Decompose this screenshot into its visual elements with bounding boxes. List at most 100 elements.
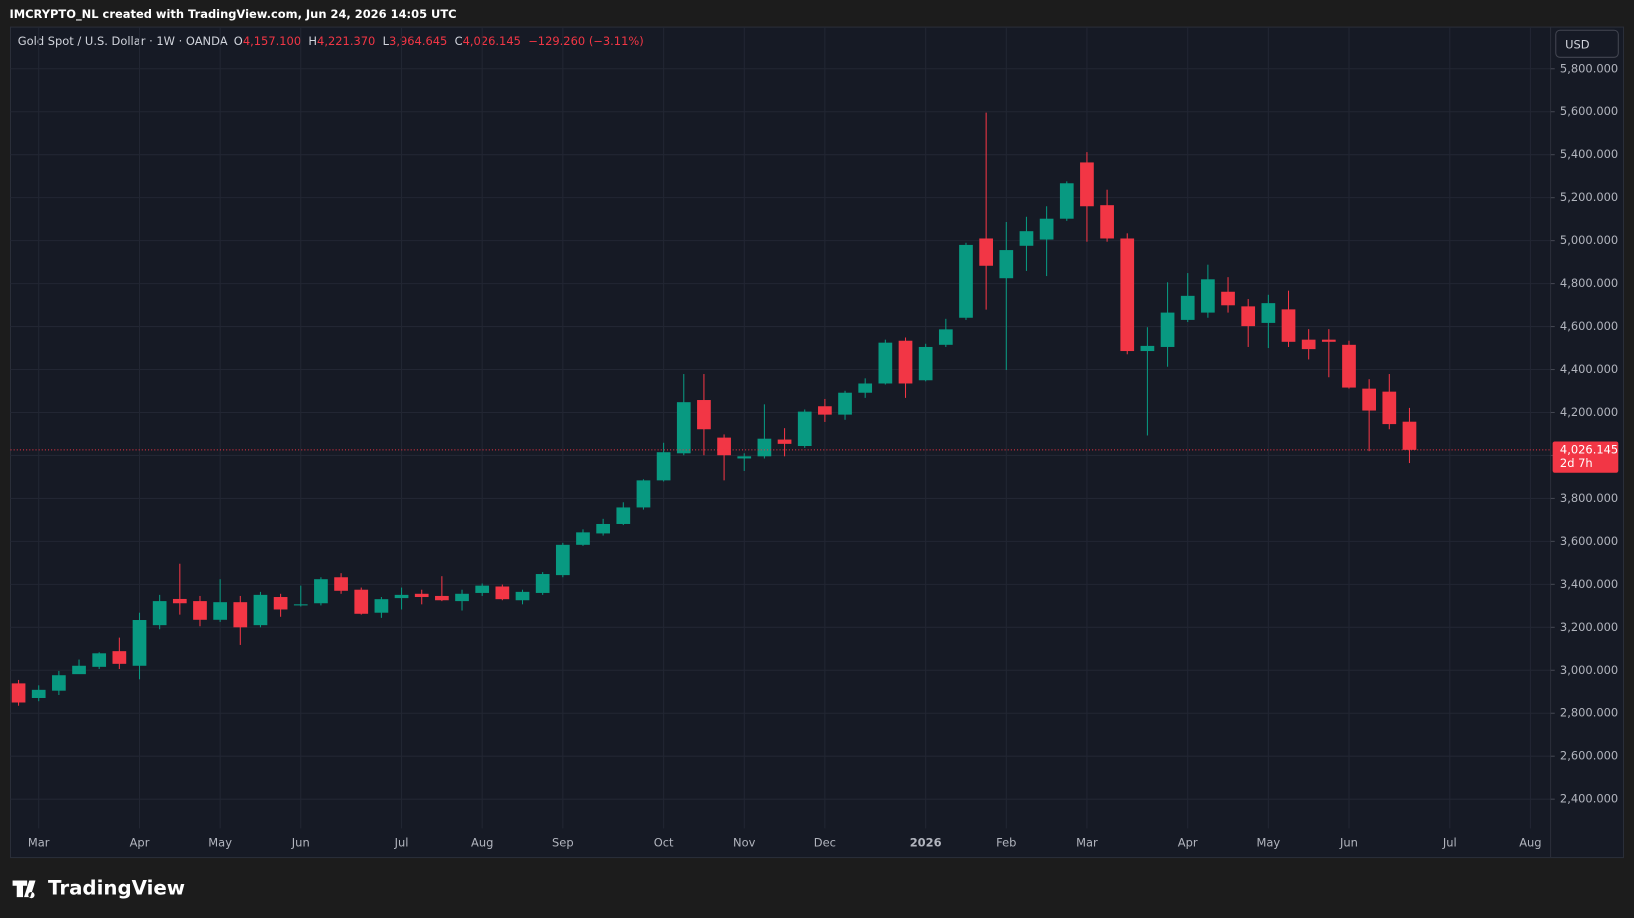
candle-body <box>1080 162 1094 207</box>
candle-body <box>31 689 46 698</box>
candle-body <box>1241 306 1256 327</box>
candle-body <box>878 342 893 384</box>
countdown: 2d 7h <box>1560 456 1593 470</box>
candle-body <box>1160 312 1175 347</box>
x-tick-label: Jun <box>1339 835 1358 849</box>
x-tick-label: Apr <box>1178 835 1198 849</box>
candle-body <box>293 604 308 606</box>
legend-value: 4,157.100 <box>243 34 301 48</box>
candle-body <box>596 523 610 534</box>
legend-change: −129.260 (−3.11%) <box>528 34 644 48</box>
legend-key: C <box>455 34 463 48</box>
candle-body <box>1039 218 1054 240</box>
candle-body <box>576 532 590 545</box>
candle-body <box>193 601 207 620</box>
candle-body <box>435 595 449 601</box>
legend-value: 3,964.645 <box>389 34 447 48</box>
candle-body <box>132 620 147 666</box>
candle-body <box>334 577 348 591</box>
candle-body <box>676 402 691 454</box>
y-tick-label: 4,200.000 <box>1560 405 1618 419</box>
x-tick-label: Aug <box>1519 835 1541 849</box>
ohlc-legend: O 4,157.100 H 4,221.370 L 3,964.645 C 4,026.145… <box>234 34 644 48</box>
candle-body <box>1402 421 1417 450</box>
x-tick-label: Sep <box>552 835 574 849</box>
candle-body <box>858 383 873 393</box>
candle-body <box>959 244 973 318</box>
candle-body <box>1140 345 1155 352</box>
candle-body <box>1321 339 1336 342</box>
x-tick-label: Jun <box>291 835 310 849</box>
candle-body <box>1180 295 1195 320</box>
y-tick-label: 3,200.000 <box>1560 620 1618 634</box>
candle-body <box>1281 309 1296 342</box>
x-tick-label: Aug <box>471 835 493 849</box>
candle-body <box>233 602 248 628</box>
y-tick-label: 4,600.000 <box>1560 319 1618 333</box>
currency[interactable]: USD <box>1565 37 1590 51</box>
x-tick-label: Apr <box>130 835 150 849</box>
candle-body <box>475 585 490 593</box>
candle-body <box>999 250 1014 279</box>
legend-key: O <box>234 34 243 48</box>
candle-body <box>394 594 409 599</box>
candle-body <box>72 665 86 675</box>
chart-title: Gold Spot / U.S. Dollar · 1W · OANDA <box>18 34 228 48</box>
credit: IMCRYPTO_NL created with TradingView.com… <box>9 7 456 22</box>
candle-body <box>616 507 631 524</box>
candle-body <box>1059 183 1074 219</box>
chart-panel <box>9 26 1625 859</box>
candles <box>11 112 1417 706</box>
candle-body <box>797 411 812 447</box>
x-tick-label: Oct <box>654 835 674 849</box>
candle-body <box>152 601 167 626</box>
legend-value: 4,026.145 <box>463 34 521 48</box>
candle-body <box>1201 279 1215 313</box>
candle-body <box>52 675 66 691</box>
candle-body <box>1221 291 1235 306</box>
y-tick-label: 5,000.000 <box>1560 233 1618 247</box>
y-tick-label: 5,200.000 <box>1560 190 1618 204</box>
x-tick-label: May <box>1257 835 1281 849</box>
candle-body <box>455 593 469 602</box>
candle-body <box>737 456 752 459</box>
candle-body <box>314 579 328 604</box>
candle-body <box>938 329 953 345</box>
x-tick-label: Mar <box>1076 835 1098 849</box>
candle-body <box>697 400 711 430</box>
candle-body <box>354 589 369 614</box>
currency-button[interactable] <box>1555 29 1619 58</box>
candle-body <box>253 594 268 626</box>
candle-body <box>92 653 107 667</box>
candle-body <box>374 599 389 613</box>
candle-body <box>1120 238 1135 352</box>
y-tick-label: 2,400.000 <box>1560 792 1618 806</box>
y-tick-label: 4,800.000 <box>1560 276 1618 290</box>
y-tick-label: 2,600.000 <box>1560 749 1618 763</box>
candle-body <box>1261 303 1276 323</box>
candle-body <box>918 346 933 381</box>
candle-body <box>1019 231 1034 246</box>
x-tick-label: May <box>208 835 232 849</box>
candle-body <box>273 597 288 610</box>
y-tick-label: 3,400.000 <box>1560 577 1618 591</box>
candle-body <box>213 602 227 620</box>
y-tick-label: 4,400.000 <box>1560 362 1618 376</box>
y-tick-label: 5,800.000 <box>1560 61 1618 75</box>
candle-body <box>838 392 852 415</box>
candle-body <box>1100 205 1114 239</box>
candle-body <box>555 544 570 576</box>
x-tick-label: Nov <box>733 835 756 849</box>
x-tick-label: 2026 <box>910 835 942 849</box>
candle-body <box>172 598 187 604</box>
legend-key: L <box>383 34 390 48</box>
candle-body <box>898 340 913 384</box>
x-tick-label: Jul <box>1442 835 1457 849</box>
candle-body <box>414 593 429 598</box>
candle-body <box>979 238 993 266</box>
y-tick-label: 5,400.000 <box>1560 147 1618 161</box>
candle-body <box>11 683 26 703</box>
y-tick-label: 3,800.000 <box>1560 491 1618 505</box>
